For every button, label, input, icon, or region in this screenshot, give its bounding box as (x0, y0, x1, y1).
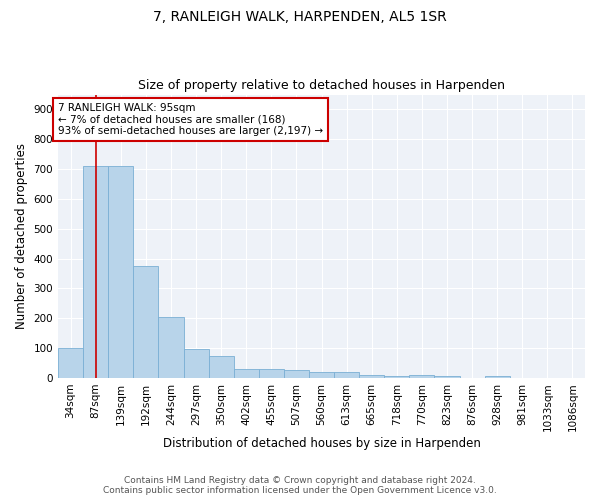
Bar (434, 376, 460, 378)
Bar (359, 375, 384, 378)
Bar (133, 266, 158, 378)
Text: Contains HM Land Registry data © Crown copyright and database right 2024.
Contai: Contains HM Land Registry data © Crown c… (103, 476, 497, 495)
Bar (309, 372, 334, 378)
Bar (334, 372, 359, 378)
Y-axis label: Number of detached properties: Number of detached properties (15, 144, 28, 330)
Bar (233, 369, 259, 378)
Bar (384, 376, 409, 378)
Bar (409, 375, 434, 378)
Bar (184, 349, 209, 378)
Bar (83, 166, 108, 378)
Bar (259, 368, 284, 378)
Bar (108, 166, 133, 378)
Bar (158, 317, 184, 378)
Bar (209, 356, 233, 378)
Bar (485, 376, 510, 378)
Title: Size of property relative to detached houses in Harpenden: Size of property relative to detached ho… (138, 79, 505, 92)
Text: 7 RANLEIGH WALK: 95sqm
← 7% of detached houses are smaller (168)
93% of semi-det: 7 RANLEIGH WALK: 95sqm ← 7% of detached … (58, 103, 323, 136)
X-axis label: Distribution of detached houses by size in Harpenden: Distribution of detached houses by size … (163, 437, 481, 450)
Bar (284, 370, 309, 378)
Text: 7, RANLEIGH WALK, HARPENDEN, AL5 1SR: 7, RANLEIGH WALK, HARPENDEN, AL5 1SR (153, 10, 447, 24)
Bar (58, 348, 83, 378)
